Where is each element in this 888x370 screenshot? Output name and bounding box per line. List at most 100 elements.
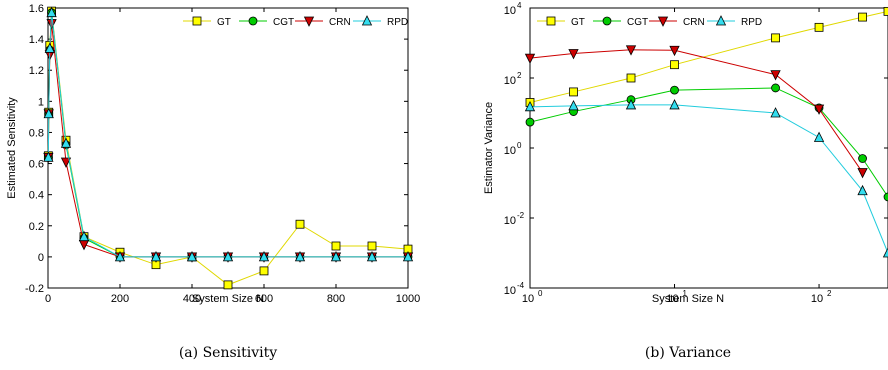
series-rpd-marker-0: [43, 151, 54, 162]
series-rpd: [524, 99, 888, 258]
y-tick-exponent-2: 0: [517, 141, 522, 150]
series-rpd: [43, 6, 414, 262]
x-tick-label-0: 0: [45, 293, 51, 305]
series-rpd-marker-8: [186, 250, 198, 262]
series-line-cgt: [529, 87, 888, 198]
y-tick-label-4: 10: [504, 5, 516, 17]
legend-label-cgt: CGT: [273, 17, 294, 28]
series-rpd-marker-14: [402, 250, 414, 262]
series-rpd-marker-2: [625, 99, 637, 110]
variance-plot-area: [529, 7, 888, 289]
y-tick-exponent-4: 4: [517, 1, 522, 10]
sensitivity-panel: 0 200 400 600 800 1000-0.200.20.40.60.811.21.…: [6, 3, 420, 361]
variance-series: [524, 6, 888, 258]
sensitivity-xlabel: System Size N: [192, 293, 264, 305]
x-tick-label-5: 1000: [396, 293, 420, 305]
series-rpd-marker-6: [857, 184, 868, 196]
y-tick-label-1: 0: [38, 252, 44, 264]
legend-label-rpd: RPD: [387, 17, 408, 28]
y-tick-label-0: 10: [504, 285, 516, 297]
y-tick-label-4: 0.6: [29, 159, 44, 171]
legend-gt-marker-0: [192, 16, 202, 26]
series-gt-marker-10: [259, 266, 269, 276]
y-tick-label-9: 1.6: [29, 3, 44, 15]
y-tick-exponent-3: 2: [517, 71, 522, 80]
legend-cgt-marker-0: [602, 16, 612, 26]
legend-label-crn: CRN: [329, 17, 351, 28]
sensitivity-plot-area: [47, 7, 409, 289]
series-rpd-marker-7: [882, 247, 888, 258]
series-line-rpd: [529, 104, 888, 254]
x-tick-label-3: 600: [255, 293, 273, 305]
y-tick-label-3: 0.4: [29, 190, 44, 202]
variance-xlabel: System Size N: [652, 293, 724, 305]
series-rpd-marker-6: [114, 250, 126, 262]
y-tick-label-3: 10: [504, 75, 516, 87]
legend-crn-marker-0: [303, 16, 315, 27]
series-gt: [525, 6, 888, 107]
series-crn-marker-3: [669, 45, 680, 57]
x-tick-label-1: 200: [111, 293, 129, 305]
series-rpd-marker-4: [60, 137, 72, 148]
series-gt-marker-5: [814, 22, 824, 32]
series-gt-marker-7: [883, 6, 888, 16]
y-tick-label-1: 10: [504, 215, 516, 227]
series-crn-marker-4: [60, 157, 72, 168]
legend-label-cgt: CGT: [627, 17, 648, 28]
legend-rpd-marker-0: [361, 15, 373, 26]
series-rpd-marker-12: [330, 250, 342, 262]
sensitivity-series: [43, 6, 414, 290]
series-crn-marker-1: [568, 49, 579, 60]
y-tick-label-7: 1.2: [29, 65, 44, 77]
series-crn-marker-4: [770, 70, 781, 81]
series-gt-marker-4: [771, 33, 780, 43]
x-tick-label-2: 10: [811, 293, 823, 305]
legend-label-gt: GT: [217, 17, 231, 28]
series-crn: [524, 45, 868, 179]
series-crn-marker-0: [524, 53, 536, 65]
series-gt-marker-9: [223, 280, 233, 290]
x-tick-exponent-0: 0: [538, 289, 543, 298]
legend-label-crn: CRN: [683, 17, 705, 28]
y-tick-label-8: 1.4: [29, 34, 44, 46]
sensitivity-ticks: 0 200 400 600 800 1000-0.200.20.40.60.811.21.…: [25, 3, 420, 305]
series-cgt-marker-7: [883, 192, 888, 202]
x-tick-label-2: 400: [183, 293, 201, 305]
legend-label-rpd: RPD: [741, 17, 762, 28]
series-cgt-marker-0: [525, 117, 535, 127]
series-crn-marker-2: [625, 45, 637, 56]
series-rpd-marker-5: [78, 230, 90, 242]
series-rpd-marker-7: [150, 250, 162, 262]
series-rpd-marker-11: [294, 250, 306, 262]
sensitivity-ylabel: Estimated Sensitivity: [6, 97, 18, 199]
y-tick-label-5: 0.8: [29, 127, 44, 139]
x-tick-exponent-2: 2: [827, 289, 832, 298]
variance-ylabel: Estimator Variance: [483, 102, 495, 194]
y-tick-label-0: -0.2: [25, 283, 44, 295]
series-rpd-marker-3: [669, 99, 680, 110]
series-gt-marker-1: [569, 87, 578, 97]
series-gt-marker-13: [367, 241, 377, 251]
series-rpd-marker-3: [46, 6, 57, 18]
legend-rpd-marker-0: [715, 15, 727, 26]
series-cgt-marker-4: [771, 83, 780, 93]
x-tick-label-0: 10: [522, 293, 534, 305]
series-rpd-marker-4: [770, 107, 781, 118]
x-tick-label-1: 10: [666, 293, 678, 305]
x-tick-label-4: 800: [327, 293, 345, 305]
sensitivity-legend: GT CGT CRN RPD: [183, 15, 408, 28]
variance-caption: (b) Variance: [645, 345, 731, 361]
legend-gt-marker-0: [546, 16, 556, 26]
series-cgt-marker-6: [858, 154, 867, 163]
series-gt-marker-11: [295, 219, 305, 229]
series-rpd-marker-1: [568, 99, 579, 111]
variance-panel: 10 0 10 1 10 210 -410 -210 010 210 4 System Size N…: [483, 1, 888, 361]
series-rpd-marker-10: [258, 250, 270, 262]
series-gt-marker-12: [331, 241, 341, 251]
y-tick-label-2: 0.2: [29, 221, 44, 233]
series-line-gt: [529, 10, 888, 103]
series-gt-marker-2: [626, 73, 636, 83]
y-tick-label-6: 1: [38, 96, 44, 108]
series-rpd-marker-2: [44, 42, 55, 53]
